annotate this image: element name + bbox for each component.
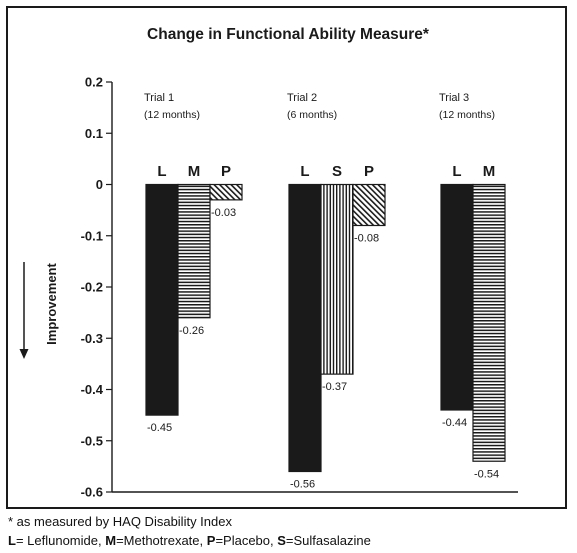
- trial-name: Trial 1: [144, 92, 174, 104]
- legend-key: S: [277, 533, 286, 548]
- y-tick-label: 0.1: [85, 126, 103, 141]
- y-axis-title-group: Improvement: [19, 262, 59, 359]
- bar: [288, 183, 322, 473]
- y-tick-label: -0.6: [81, 485, 103, 500]
- bar: [209, 183, 243, 201]
- y-axis-title: Improvement: [44, 263, 59, 345]
- bar: [145, 183, 179, 416]
- bar-code-label: L: [300, 163, 309, 180]
- bar-code-label: L: [452, 163, 461, 180]
- bar: [320, 183, 354, 375]
- y-tick-label: 0: [96, 177, 103, 192]
- data-label: -0.08: [354, 233, 379, 245]
- data-label: -0.26: [179, 325, 204, 337]
- footnote-haq: * as measured by HAQ Disability Index: [8, 514, 232, 529]
- down-arrow-icon: [19, 262, 29, 359]
- bar-code-label: M: [188, 163, 201, 180]
- bar-code-label: P: [221, 163, 231, 180]
- trial-duration: (12 months): [144, 109, 200, 121]
- trial-duration: (12 months): [439, 109, 495, 121]
- y-tick-label: -0.2: [81, 280, 103, 295]
- legend-text: =Placebo,: [215, 533, 278, 548]
- bar: [352, 183, 386, 227]
- trial-name: Trial 2: [287, 92, 317, 104]
- bar-code-label: M: [483, 163, 496, 180]
- data-label: -0.45: [147, 422, 172, 434]
- y-tick-label: -0.1: [81, 228, 103, 243]
- bar: [440, 183, 474, 411]
- data-label: -0.03: [211, 207, 236, 219]
- bar-code-label: P: [364, 163, 374, 180]
- y-axis: 0.2 0.1 0 -0.1 -0.2 -0.3 -0.4 -0.5 -0.6: [81, 75, 518, 500]
- legend-key: M: [105, 533, 117, 548]
- legend-key: P: [206, 533, 216, 548]
- trial-duration: (6 months): [287, 109, 337, 121]
- bar-code-label: S: [332, 163, 342, 180]
- data-label: -0.37: [322, 381, 347, 393]
- bar-chart: Change in Functional Ability Measure* 0.…: [19, 26, 518, 500]
- chart-title: Change in Functional Ability Measure*: [147, 26, 430, 43]
- chart-frame: [6, 6, 567, 509]
- bars: L -0.45 M -0.26 P -0.03 L -0.56 S -0.37 P -0.08 L -0.…: [145, 163, 506, 491]
- trial-name: Trial 3: [439, 92, 469, 104]
- bar-code-label: L: [157, 163, 166, 180]
- legend-text: = Leflunomide,: [15, 533, 106, 548]
- trial-groups: Trial 1 (12 months) Trial 2 (6 months) Trial…: [144, 92, 495, 121]
- legend-text: =Sulfasalazine: [285, 533, 371, 548]
- data-label: -0.54: [474, 468, 499, 480]
- data-label: -0.44: [442, 417, 467, 429]
- footnote-legend: L= Leflunomide, M=Methotrexate, P=Placeb…: [8, 533, 371, 548]
- legend-key: L: [8, 533, 16, 548]
- data-label: -0.56: [290, 479, 315, 491]
- y-tick-label: -0.3: [81, 331, 103, 346]
- y-tick-label: -0.4: [81, 382, 104, 397]
- bar: [472, 183, 506, 462]
- y-tick-label: 0.2: [85, 75, 103, 90]
- y-tick-label: -0.5: [81, 433, 103, 448]
- legend-text: =Methotrexate,: [116, 533, 207, 548]
- bar: [177, 183, 211, 319]
